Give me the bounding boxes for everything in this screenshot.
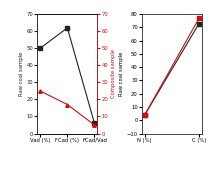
Y-axis label: Composite sample: Composite sample xyxy=(111,49,116,98)
Y-axis label: Raw coal sample: Raw coal sample xyxy=(19,52,24,96)
Y-axis label: Raw coal sample: Raw coal sample xyxy=(119,52,124,96)
